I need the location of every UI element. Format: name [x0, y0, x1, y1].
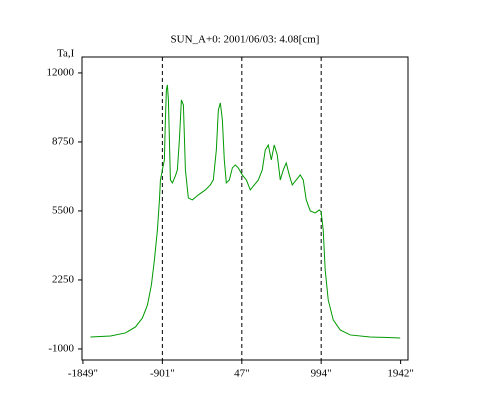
x-tick-label: 47" [234, 368, 250, 380]
x-tick-label: -1849" [68, 368, 98, 380]
y-tick-label: 5500 [52, 204, 75, 216]
x-tick-label: -901" [150, 368, 175, 380]
plot-frame [81, 56, 409, 361]
y-tick-label: 2250 [52, 273, 75, 285]
y-tick-label: -1000 [48, 342, 74, 354]
x-tick-label: 994" [311, 368, 332, 380]
data-line [90, 84, 401, 339]
y-tick-label: 8750 [52, 135, 75, 147]
x-tick-label: 1942" [387, 368, 414, 380]
chart-title: SUN_A+0: 2001/06/03: 4.08[cm] [171, 34, 320, 46]
y-axis-label: Ta,I [57, 48, 75, 60]
y-tick-label: 12000 [47, 66, 75, 78]
